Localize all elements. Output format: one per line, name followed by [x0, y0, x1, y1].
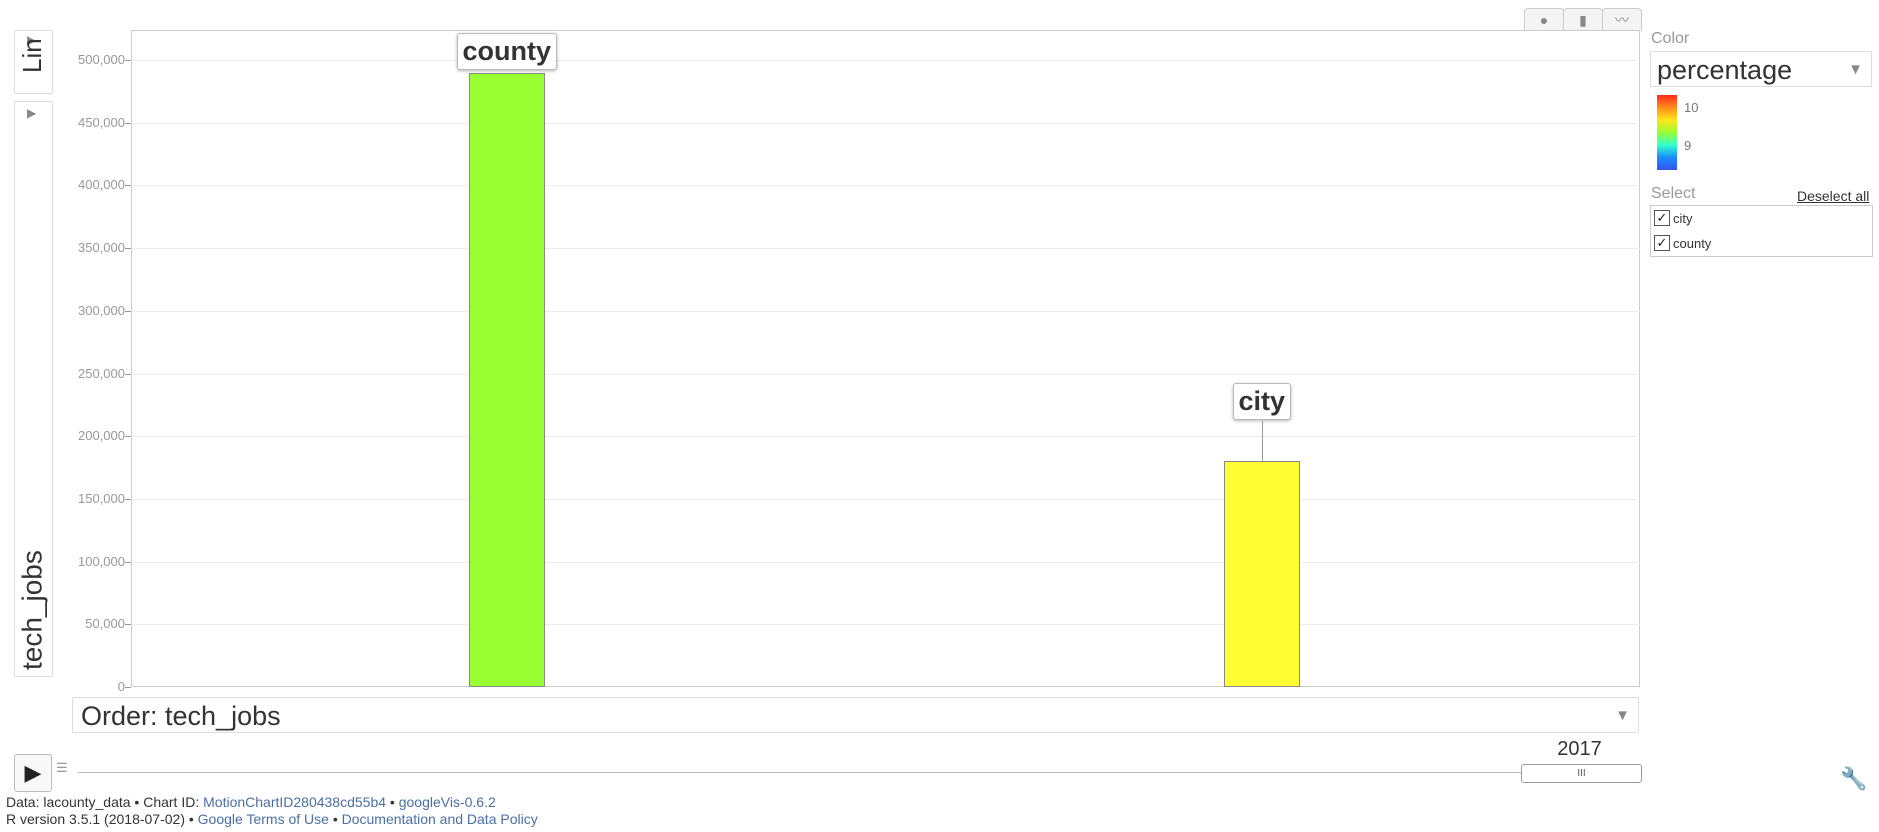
y-variable-label: tech_jobs: [16, 550, 48, 670]
order-dropdown[interactable]: Order: tech_jobs ▼: [72, 697, 1639, 733]
gridline: [131, 562, 1640, 563]
gridline: [131, 311, 1640, 312]
label-leader-line: [1262, 421, 1263, 462]
footer-line-2: R version 3.5.1 (2018-07-02) • Google Te…: [6, 811, 538, 827]
select-item-label: county: [1673, 235, 1712, 251]
legend-tick-9: 9: [1684, 138, 1692, 153]
plot-area: [131, 30, 1640, 687]
footer-data-prefix: Data: lacounty_data • Chart ID:: [6, 794, 200, 810]
y-tick-label: 450,000: [78, 115, 125, 130]
y-variable-arrow-icon[interactable]: ▶: [27, 106, 37, 120]
order-arrow-icon: ▼: [1615, 707, 1630, 724]
docs-link[interactable]: Documentation and Data Policy: [341, 811, 538, 827]
bar-county[interactable]: [469, 72, 545, 687]
footer-bullet: •: [332, 811, 338, 827]
bar-chart-button[interactable]: ▮: [1563, 8, 1603, 31]
color-legend-bar: [1657, 95, 1677, 170]
bubble-chart-button[interactable]: ●: [1524, 8, 1564, 31]
gridline: [131, 123, 1640, 124]
gridline: [131, 60, 1640, 61]
time-slider-handle[interactable]: III: [1521, 764, 1642, 783]
bar-label-county[interactable]: county: [456, 32, 558, 70]
gridline: [131, 374, 1640, 375]
select-item-city[interactable]: ✓ city: [1654, 210, 1693, 226]
current-year: 2017: [1557, 738, 1602, 760]
order-label: Order: tech_jobs: [81, 701, 281, 731]
y-tick-mark: [125, 123, 131, 124]
y-tick-label: 300,000: [78, 303, 125, 318]
y-tick-mark: [125, 562, 131, 563]
time-slider-track[interactable]: [78, 772, 1640, 773]
y-tick-mark: [125, 499, 131, 500]
bubble-chart-icon: ●: [1539, 12, 1549, 28]
footer-r-version: R version 3.5.1 (2018-07-02) •: [6, 811, 194, 827]
y-tick-label: 500,000: [78, 52, 125, 67]
color-dropdown-arrow-icon: ▼: [1848, 61, 1863, 78]
speed-icon[interactable]: ☰: [56, 760, 68, 775]
select-label: Select: [1651, 185, 1696, 202]
y-tick-label: 250,000: [78, 366, 125, 381]
y-tick-mark: [125, 687, 131, 688]
y-tick-mark: [125, 436, 131, 437]
y-tick-mark: [125, 185, 131, 186]
y-scale-selector[interactable]: [14, 30, 53, 94]
y-tick-label: 50,000: [85, 616, 125, 631]
y-tick-label: 400,000: [78, 177, 125, 192]
gridline: [131, 248, 1640, 249]
y-tick-mark: [125, 60, 131, 61]
y-tick-mark: [125, 374, 131, 375]
y-tick-label: 0: [117, 679, 125, 694]
footer-line-1: Data: lacounty_data • Chart ID: MotionCh…: [6, 794, 496, 810]
bar-label-city[interactable]: city: [1232, 383, 1292, 421]
y-variable-selector[interactable]: [14, 101, 53, 677]
y-tick-mark: [125, 624, 131, 625]
y-tick-mark: [125, 311, 131, 312]
terms-link[interactable]: Google Terms of Use: [197, 811, 329, 827]
googlevis-link[interactable]: googleVis-0.6.2: [398, 794, 496, 810]
y-tick-label: 100,000: [78, 554, 125, 569]
bar-chart-icon: ▮: [1579, 11, 1587, 28]
color-dropdown[interactable]: percentage ▼: [1650, 51, 1872, 87]
bar-city[interactable]: [1224, 461, 1300, 687]
play-icon: ▶: [24, 760, 42, 785]
gridline: [131, 499, 1640, 500]
color-variable: percentage: [1657, 55, 1793, 85]
footer-bullet: •: [389, 794, 395, 810]
play-button[interactable]: ▶: [14, 754, 52, 792]
select-item-label: city: [1673, 210, 1693, 226]
deselect-all-link[interactable]: Deselect all: [1797, 188, 1870, 204]
legend-tick-10: 10: [1684, 100, 1699, 115]
select-list: [1650, 205, 1873, 257]
y-scale-arrow-icon[interactable]: ▶: [27, 33, 37, 47]
gridline: [131, 436, 1640, 437]
y-tick-mark: [125, 248, 131, 249]
y-tick-label: 200,000: [78, 428, 125, 443]
wrench-icon[interactable]: 🔧: [1840, 766, 1868, 791]
gridline: [131, 185, 1640, 186]
line-chart-button[interactable]: 〰: [1602, 8, 1642, 31]
chart-id-link[interactable]: MotionChartID280438cd55b4: [203, 794, 387, 810]
gridline: [131, 624, 1640, 625]
line-chart-icon: 〰: [1615, 12, 1629, 28]
y-tick-label: 150,000: [78, 491, 125, 506]
color-label: Color: [1651, 30, 1690, 47]
checkbox-county[interactable]: ✓: [1654, 235, 1670, 251]
y-tick-label: 350,000: [78, 240, 125, 255]
select-item-county[interactable]: ✓ county: [1654, 235, 1711, 251]
checkbox-city[interactable]: ✓: [1654, 210, 1670, 226]
